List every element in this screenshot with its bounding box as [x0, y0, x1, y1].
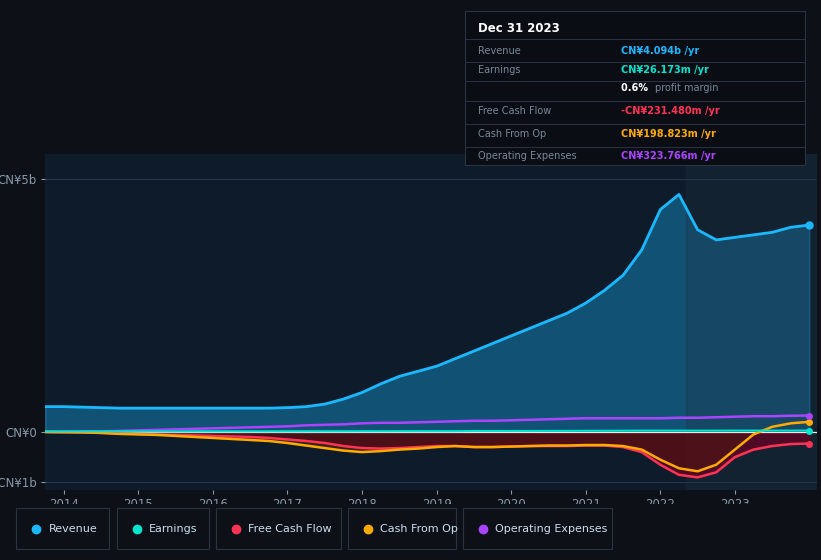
- Text: Revenue: Revenue: [48, 524, 97, 534]
- Text: profit margin: profit margin: [655, 83, 718, 93]
- Text: Earnings: Earnings: [149, 524, 198, 534]
- Bar: [348, 508, 456, 549]
- Text: Free Cash Flow: Free Cash Flow: [479, 106, 552, 116]
- Text: -CN¥231.480m /yr: -CN¥231.480m /yr: [621, 106, 720, 116]
- Text: Dec 31 2023: Dec 31 2023: [479, 22, 560, 35]
- Bar: [686, 154, 817, 490]
- Text: Revenue: Revenue: [479, 46, 521, 56]
- Text: CN¥4.094b /yr: CN¥4.094b /yr: [621, 46, 699, 56]
- Text: 0.6%: 0.6%: [621, 83, 651, 93]
- Text: Operating Expenses: Operating Expenses: [495, 524, 608, 534]
- Bar: [216, 508, 341, 549]
- Text: CN¥323.766m /yr: CN¥323.766m /yr: [621, 151, 716, 161]
- Text: CN¥26.173m /yr: CN¥26.173m /yr: [621, 65, 709, 74]
- Text: Cash From Op: Cash From Op: [380, 524, 458, 534]
- Text: Cash From Op: Cash From Op: [479, 129, 547, 139]
- Text: Earnings: Earnings: [479, 65, 521, 74]
- Text: CN¥198.823m /yr: CN¥198.823m /yr: [621, 129, 716, 139]
- Bar: [16, 508, 108, 549]
- Text: Operating Expenses: Operating Expenses: [479, 151, 577, 161]
- Bar: [463, 508, 612, 549]
- Text: Free Cash Flow: Free Cash Flow: [248, 524, 332, 534]
- Bar: [117, 508, 209, 549]
